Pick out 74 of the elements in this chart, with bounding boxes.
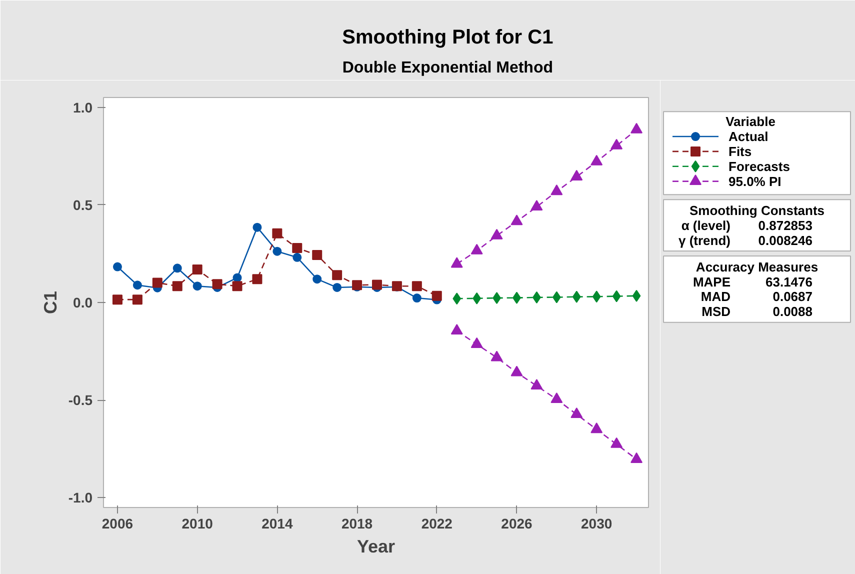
x-tick-label: 2010 [182,516,214,532]
x-tick-label: 2022 [421,516,453,532]
text: MAPE [692,274,731,290]
point [490,350,503,362]
text: α (level) [681,218,731,233]
point [152,278,162,288]
point [470,337,483,348]
y-tick-label: -0.5 [68,392,93,408]
point [192,282,202,291]
point [332,270,342,280]
point [612,290,621,302]
point [132,294,142,305]
legend-label: Fits [728,144,752,159]
y-tick-label: 0.0 [73,294,93,310]
point [632,290,641,302]
x-tick-label: 2018 [341,516,373,532]
text: 0.872853 [758,218,813,233]
point [272,246,282,256]
y-tick-label: -1.0 [68,490,93,506]
x-tick-label: 2006 [102,516,134,532]
point [132,280,142,290]
point [452,292,462,305]
point [572,290,581,303]
point [232,281,242,292]
text: Smoothing Constants [689,202,825,218]
y-tick-label: 1.0 [73,99,93,116]
x-tick-label: 2014 [262,516,293,532]
y-tick-label: 0.5 [73,196,93,213]
point [630,452,643,463]
point [610,437,623,448]
point [570,408,583,418]
text: MSD [702,304,730,320]
point [292,252,302,262]
text: 0.008246 [758,232,813,248]
point [112,294,122,305]
point [272,228,282,238]
point [312,274,322,284]
point [172,264,182,273]
point [412,281,422,292]
point [372,280,382,290]
y-axis-title: C1 [40,290,60,314]
point [172,281,182,292]
point [432,290,442,301]
point [450,324,463,334]
legend-label: Forecasts [728,158,790,174]
text: γ (trend) [678,232,730,248]
point [192,264,202,275]
text: MAD [700,289,731,304]
point [412,294,422,302]
point [252,222,262,232]
x-tick-label: 2030 [581,516,612,532]
chart-title: Smoothing Plot for C1 [342,26,554,48]
point [510,366,523,376]
text: Accuracy Measures [696,259,818,274]
legend-label: Actual [728,129,768,144]
point [232,273,242,282]
point [292,243,302,254]
x-axis-title: Year [356,536,396,556]
point [590,422,603,434]
point [332,282,342,292]
text: 63.1476 [766,274,813,290]
chart-subtitle: Double Exponential Method [342,60,554,76]
legend-label: 95.0% PI [728,174,782,189]
point [212,279,222,290]
point [550,392,563,404]
point [112,262,122,272]
point [312,250,322,260]
point [530,379,543,390]
legend-title: Variable [726,114,776,130]
point [252,274,262,284]
text: 0.0687 [772,289,813,304]
text: 0.0088 [772,304,813,320]
point [592,290,601,303]
x-tick-label: 2026 [501,516,533,532]
